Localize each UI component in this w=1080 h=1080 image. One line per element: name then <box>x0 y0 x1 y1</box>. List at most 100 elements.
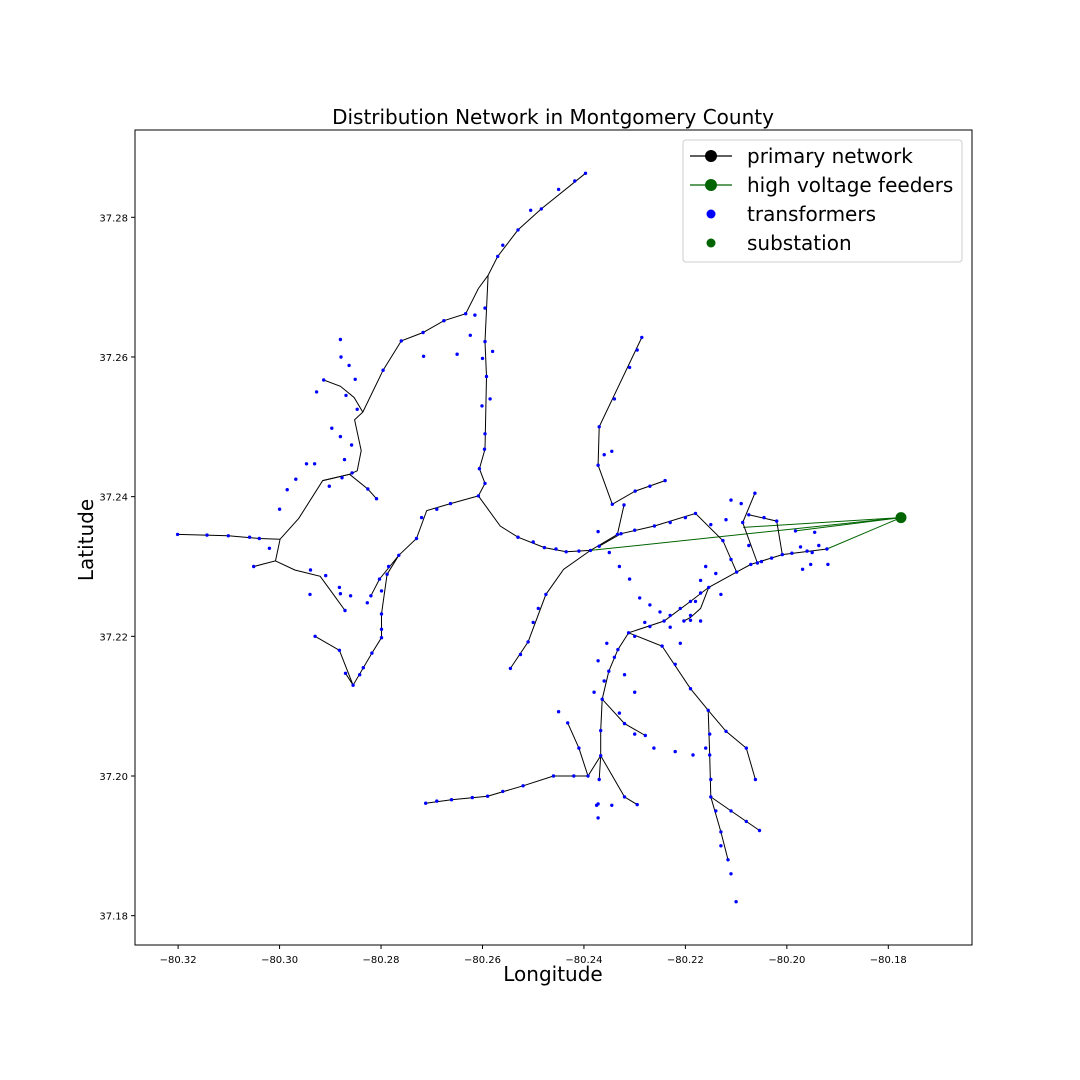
legend-item-high-voltage-feeders: high voltage feeders <box>690 173 953 197</box>
transformer-point-164 <box>708 732 712 736</box>
transformer-point-25 <box>342 457 347 462</box>
transformer-point-34 <box>347 363 351 368</box>
x-axis-ticks: −80.32 −80.30 −80.28 −80.26 −80.24 −80.22 −80.… <box>160 945 907 966</box>
transformer-point-88 <box>377 577 382 581</box>
transformer-point-208 <box>638 596 642 600</box>
primary-network-segment-3 <box>275 560 346 611</box>
transformer-point-143 <box>662 619 666 623</box>
transformer-point-40 <box>442 319 446 323</box>
transformer-point-9 <box>294 477 298 481</box>
transformer-point-33 <box>353 377 357 381</box>
transformer-point-209 <box>648 603 652 607</box>
transformer-point-63 <box>477 467 482 471</box>
primary-network-segment-6 <box>362 172 586 413</box>
primary-network-segment-24 <box>683 587 710 622</box>
transformer-point-72 <box>588 548 593 553</box>
transformer-point-70 <box>564 550 568 554</box>
transformer-point-96 <box>361 666 365 670</box>
y-axis-label: Latitude <box>74 499 98 581</box>
transformer-point-37 <box>381 368 385 372</box>
transformer-point-83 <box>435 507 439 511</box>
transformer-point-166 <box>709 777 713 782</box>
transformer-point-18 <box>324 573 328 578</box>
transformer-point-75 <box>622 503 626 507</box>
transformer-point-141 <box>688 599 693 604</box>
legend-label-hv: high voltage feeders <box>747 173 953 197</box>
chart-title: Distribution Network in Montgomery Count… <box>332 105 774 129</box>
transformer-point-42 <box>455 352 459 356</box>
transformer-point-219 <box>755 561 760 565</box>
transformer-point-145 <box>626 631 631 635</box>
transformer-point-226 <box>775 519 779 523</box>
transformer-point-123 <box>734 570 739 574</box>
transformer-point-47 <box>473 313 477 317</box>
transformer-point-194 <box>635 802 639 807</box>
transformer-point-180 <box>449 798 454 802</box>
transformer-point-17 <box>308 568 313 572</box>
transformer-point-212 <box>682 619 686 623</box>
transformer-point-13 <box>340 476 344 480</box>
transformer-point-231 <box>612 655 617 659</box>
transformer-point-122 <box>729 557 733 562</box>
transformer-point-78 <box>531 620 535 625</box>
transformer-point-185 <box>556 710 561 714</box>
transformer-point-203 <box>719 844 723 848</box>
transformer-point-36 <box>338 337 343 342</box>
transformer-point-148 <box>600 697 604 701</box>
transformer-point-130 <box>825 547 829 551</box>
transformer-point-80 <box>518 652 523 657</box>
transformer-point-210 <box>658 610 662 614</box>
transformer-point-90 <box>385 572 389 576</box>
legend-box <box>682 139 963 263</box>
transformer-point-97 <box>351 683 355 687</box>
transformer-point-61 <box>488 397 492 401</box>
transformer-point-199 <box>753 777 758 782</box>
transformer-point-111 <box>627 365 632 370</box>
transformer-point-183 <box>577 746 581 750</box>
transformer-point-77 <box>536 606 540 611</box>
transformer-point-129 <box>805 549 809 553</box>
transformer-point-41 <box>421 354 426 358</box>
transformer-point-27 <box>338 434 343 439</box>
transformer-point-53 <box>556 187 561 192</box>
transformer-point-105 <box>648 484 652 488</box>
transformer-point-179 <box>470 795 474 800</box>
transformer-point-135 <box>800 567 805 571</box>
transformer-point-31 <box>344 393 348 398</box>
transformer-point-217 <box>714 571 718 576</box>
transformer-point-7 <box>277 507 282 511</box>
x-tick-label-3: −80.26 <box>464 955 501 966</box>
x-axis-label: Longitude <box>503 962 602 986</box>
transformer-point-139 <box>707 585 711 590</box>
transformer-point-71 <box>577 549 581 553</box>
transformer-point-52 <box>539 207 543 211</box>
transformer-point-81 <box>508 666 513 671</box>
transformer-point-79 <box>526 640 530 644</box>
transformer-point-170 <box>726 858 730 862</box>
transformer-point-190 <box>673 749 677 754</box>
transformer-point-15 <box>366 487 370 491</box>
transformer-point-44 <box>468 333 472 337</box>
transformer-point-82 <box>448 501 453 506</box>
transformer-point-174 <box>572 774 576 778</box>
legend: primary network high voltage feeders tra… <box>682 139 963 263</box>
transformer-point-188 <box>633 732 637 736</box>
transformer-point-189 <box>652 746 656 750</box>
transformer-point-155 <box>643 620 647 625</box>
transformer-point-84 <box>419 515 424 520</box>
transformer-point-4 <box>257 536 261 541</box>
transformer-point-101 <box>358 673 362 677</box>
transformer-point-108 <box>610 449 614 453</box>
transformer-point-136 <box>809 562 813 567</box>
x-tick-label-7: −80.18 <box>870 955 907 966</box>
transformer-point-218 <box>719 592 723 597</box>
transformer-point-118 <box>683 515 688 520</box>
transformer-point-156 <box>688 618 693 622</box>
transformer-point-149 <box>599 728 603 733</box>
primary-network-segment-5 <box>323 379 364 413</box>
transformer-point-223 <box>739 501 743 506</box>
transformer-point-59 <box>480 404 484 408</box>
transformer-point-113 <box>640 335 644 340</box>
high-voltage-feeder-0 <box>590 517 902 551</box>
transformer-point-172 <box>734 900 738 904</box>
